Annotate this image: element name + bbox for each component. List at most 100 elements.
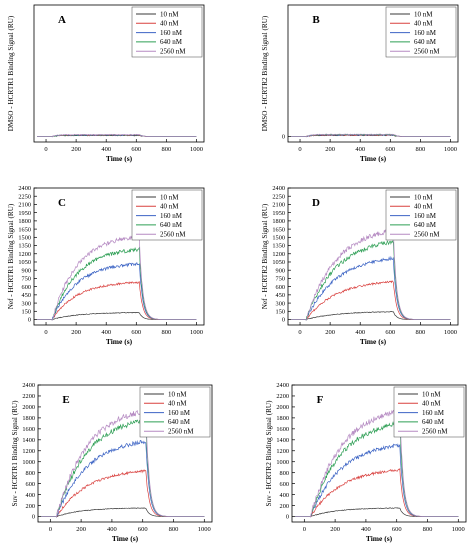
y-tick-label: 1600 xyxy=(276,426,289,433)
y-tick-label: 1000 xyxy=(22,459,35,466)
x-tick-label: 0 xyxy=(298,329,301,336)
x-tick-label: 600 xyxy=(392,526,402,533)
y-tick-label: 600 xyxy=(276,284,285,291)
y-tick-label: 900 xyxy=(276,267,285,274)
series-line-40nm xyxy=(41,469,205,518)
x-tick-label: 800 xyxy=(162,146,172,153)
plot-frame xyxy=(287,187,459,326)
x-tick-label: 200 xyxy=(325,329,335,336)
x-axis-label: Time (s) xyxy=(112,534,139,543)
legend-box xyxy=(139,386,211,438)
y-axis-label: Nef - HCRTR1 Binding Signal (RU) xyxy=(7,203,15,309)
series-line-10nm xyxy=(291,311,451,320)
panel-letter: A xyxy=(58,14,66,26)
plot-frame xyxy=(33,4,205,143)
series-line-10nm xyxy=(295,507,459,517)
panel-letter: D xyxy=(312,197,320,209)
x-tick-label: 800 xyxy=(416,329,426,336)
legend-box xyxy=(385,189,457,241)
x-tick-label: 800 xyxy=(162,329,172,336)
x-tick-label: 1000 xyxy=(190,146,203,153)
x-tick-label: 600 xyxy=(131,329,141,336)
panel-letter: F xyxy=(317,394,324,406)
x-tick-label: 400 xyxy=(101,329,111,336)
x-tick-label: 800 xyxy=(416,146,426,153)
legend-entry: 160 nM xyxy=(422,409,445,417)
plot-frame xyxy=(291,384,467,523)
y-tick-label: 1800 xyxy=(18,218,31,225)
y-tick-label: 200 xyxy=(26,503,35,510)
x-axis-label: Time (s) xyxy=(360,154,387,163)
y-tick-label: 600 xyxy=(280,481,289,488)
y-tick-label: 2200 xyxy=(276,393,289,400)
series-line-160nm xyxy=(41,440,205,518)
series-line-160nm xyxy=(295,443,459,518)
plot-frame xyxy=(287,4,459,143)
y-tick-label: 2400 xyxy=(22,382,35,389)
series-group xyxy=(41,408,205,518)
y-tick-label: 2400 xyxy=(276,382,289,389)
x-axis-label: Time (s) xyxy=(106,154,133,163)
legend-entry: 40 nM xyxy=(414,203,433,211)
y-tick-label: 1500 xyxy=(18,235,31,242)
x-tick-label: 0 xyxy=(49,526,52,533)
x-tick-label: 400 xyxy=(355,329,365,336)
x-tick-label: 200 xyxy=(325,146,335,153)
y-tick-label: 750 xyxy=(22,276,31,283)
y-tick-label: 200 xyxy=(280,503,289,510)
y-tick-label: 1800 xyxy=(276,415,289,422)
y-tick-label: 900 xyxy=(22,267,31,274)
legend-entry: 2560 nM xyxy=(414,231,440,239)
y-tick-label: 0 xyxy=(282,317,285,324)
panel-letter: E xyxy=(62,394,69,406)
series-line-2560nm xyxy=(37,234,197,321)
x-tick-label: 200 xyxy=(330,526,340,533)
x-axis-label: Time (s) xyxy=(360,337,387,346)
legend-entry: 640 nM xyxy=(414,38,437,46)
legend-entry: 2560 nM xyxy=(414,48,440,56)
legend-entry: 160 nM xyxy=(160,212,183,220)
y-tick-label: 2000 xyxy=(22,404,35,411)
series-group xyxy=(291,228,451,321)
legend-entry: 2560 nM xyxy=(160,231,186,239)
series-line-40nm xyxy=(37,281,197,321)
panel-letter: B xyxy=(312,14,320,26)
y-tick-label: 1650 xyxy=(272,226,285,233)
y-tick-label: 300 xyxy=(276,300,285,307)
plot-frame xyxy=(33,187,205,326)
panel-letter: C xyxy=(58,197,66,209)
y-tick-label: 1650 xyxy=(18,226,31,233)
y-tick-label: 1000 xyxy=(276,459,289,466)
y-tick-label: 1600 xyxy=(22,426,35,433)
y-tick-label: 1200 xyxy=(276,448,289,455)
y-tick-label: 2400 xyxy=(18,185,31,192)
legend-entry: 10 nM xyxy=(160,193,179,201)
y-tick-label: 1200 xyxy=(22,448,35,455)
y-tick-label: 1950 xyxy=(272,210,285,217)
plot-frame xyxy=(37,384,213,523)
legend-entry: 160 nM xyxy=(160,29,183,37)
y-tick-label: 2400 xyxy=(272,185,285,192)
y-tick-label: 1050 xyxy=(18,259,31,266)
series-line-2560nm xyxy=(295,408,459,518)
y-tick-label: 150 xyxy=(22,309,31,316)
legend-entry: 2560 nM xyxy=(168,428,194,436)
legend-entry: 10 nM xyxy=(414,10,433,18)
y-tick-label: 400 xyxy=(26,492,35,499)
legend-entry: 40 nM xyxy=(160,203,179,211)
legend-entry: 40 nM xyxy=(414,20,433,28)
y-tick-label: 1200 xyxy=(18,251,31,258)
legend-entry: 10 nM xyxy=(168,390,187,398)
x-tick-label: 0 xyxy=(303,526,306,533)
legend-box xyxy=(385,6,457,58)
panel-a: 0 200 400 600 800 1000 Time (s) DMSO - HCRTR1 B… xyxy=(7,4,205,163)
series-line-2560nm xyxy=(291,133,451,138)
x-tick-label: 0 xyxy=(44,329,47,336)
x-tick-label: 800 xyxy=(423,526,433,533)
y-axis-label: Nef - HCRTR2 Binding Signal (RU) xyxy=(261,203,269,309)
x-tick-label: 200 xyxy=(71,329,81,336)
